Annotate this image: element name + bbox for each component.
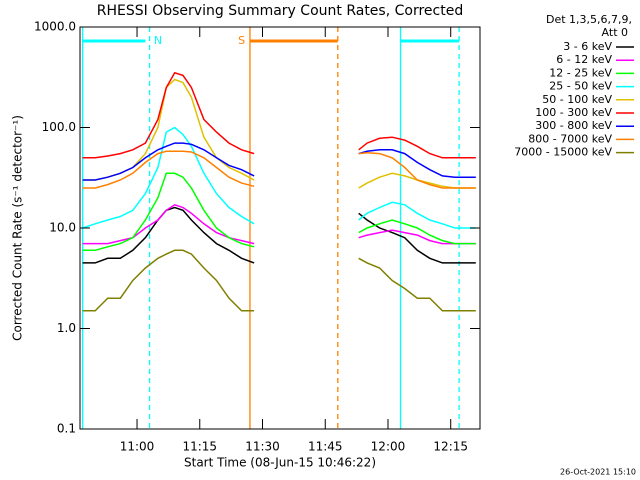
legend-label: 800 - 7000 keV [528, 132, 612, 145]
x-tick-label: 11:30 [245, 440, 280, 454]
legend-header: Att 0 [602, 26, 628, 39]
legend-label: 7000 - 15000 keV [514, 146, 612, 159]
flag-label: S [238, 34, 245, 47]
y-tick-label: 1.0 [57, 321, 76, 335]
y-axis-label: Corrected Count Rate (s⁻¹ detector⁻¹) [11, 115, 25, 341]
legend-label: 25 - 50 keV [549, 80, 612, 93]
timestamp: 26-Oct-2021 15:10 [560, 468, 636, 477]
series-line [82, 78, 476, 189]
y-tick-label: 10.0 [49, 221, 76, 235]
x-tick-label: 11:45 [308, 440, 343, 454]
y-tick-label: 0.1 [57, 422, 76, 436]
x-tick-label: 12:15 [433, 440, 468, 454]
series-line [82, 249, 476, 312]
series-line [82, 142, 476, 181]
series-line [82, 126, 476, 229]
chart-title: RHESSI Observing Summary Count Rates, Co… [97, 3, 463, 19]
x-tick-label: 12:00 [371, 440, 406, 454]
legend-header: Det 1,3,5,6,7,9, [546, 13, 632, 26]
series-line [82, 150, 476, 189]
y-tick-label: 1000.0 [34, 20, 76, 34]
legend-label: 100 - 300 keV [535, 106, 612, 119]
series-line [82, 172, 476, 252]
legend-label: 12 - 25 keV [549, 66, 612, 79]
legend-label: 6 - 12 keV [556, 53, 612, 66]
x-axis-label: Start Time (08-Jun-15 10:46:22) [184, 456, 376, 470]
x-tick-label: 11:00 [120, 440, 155, 454]
series-line [82, 71, 476, 159]
y-tick-label: 100.0 [42, 120, 76, 134]
legend-label: 50 - 100 keV [542, 93, 612, 106]
plot-area [81, 27, 476, 429]
x-tick-label: 11:15 [182, 440, 217, 454]
flag-label: N [154, 34, 162, 47]
legend-label: 300 - 800 keV [535, 119, 612, 132]
legend-label: 3 - 6 keV [563, 40, 612, 53]
